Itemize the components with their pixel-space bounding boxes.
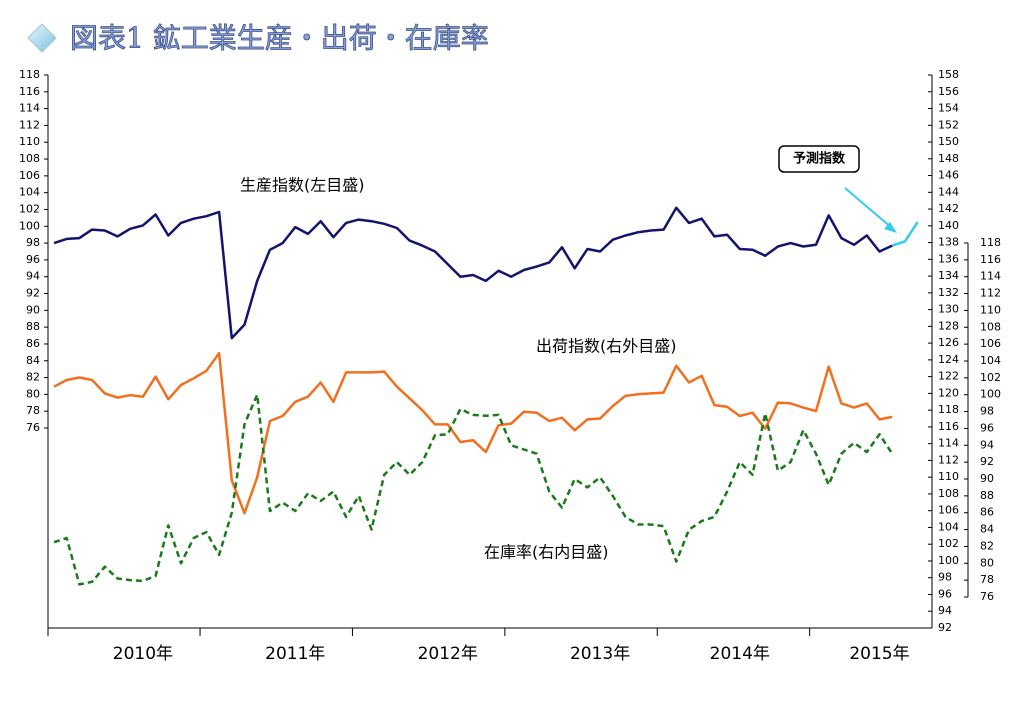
- y2ticks-label: 96: [938, 587, 952, 600]
- yticks-label: 78: [26, 404, 40, 417]
- yticks-label: 110: [19, 135, 40, 148]
- title-icon: [27, 23, 57, 53]
- annotation: 出荷指数(右外目盛): [536, 337, 677, 356]
- y2ticks-label: 98: [938, 571, 952, 584]
- arrow-head: [884, 222, 897, 233]
- y3ticks-label: 82: [980, 539, 994, 552]
- x-tick-label: 2010年: [113, 644, 173, 664]
- arrow: [844, 187, 893, 229]
- y2ticks-label: 116: [938, 420, 959, 433]
- y3ticks-label: 90: [980, 472, 994, 485]
- yticks-label: 116: [19, 85, 40, 98]
- y3ticks-label: 110: [980, 303, 1001, 316]
- yticks-label: 98: [26, 236, 40, 249]
- y2ticks-label: 134: [938, 269, 959, 282]
- yticks-label: 118: [19, 68, 40, 81]
- y2ticks-label: 146: [938, 169, 959, 182]
- annotation: 予測指数: [793, 151, 846, 167]
- y2ticks-label: 154: [938, 102, 959, 115]
- y3ticks-label: 108: [980, 320, 1001, 333]
- y2ticks-label: 120: [938, 386, 959, 399]
- yticks-label: 84: [26, 354, 40, 367]
- y2ticks-label: 114: [938, 437, 959, 450]
- y3ticks-label: 114: [980, 270, 1001, 283]
- y3ticks-label: 92: [980, 455, 994, 468]
- yticks-label: 114: [19, 102, 40, 115]
- y2ticks-label: 122: [938, 370, 959, 383]
- yticks-label: 92: [26, 287, 40, 300]
- yticks-label: 96: [26, 253, 40, 266]
- y2ticks-label: 144: [938, 185, 959, 198]
- y3ticks-label: 102: [980, 371, 1001, 384]
- yticks-label: 100: [19, 219, 40, 232]
- y2ticks-label: 102: [938, 537, 959, 550]
- x-tick-label: 2012年: [418, 644, 478, 664]
- x-tick-label: 2013年: [570, 644, 630, 664]
- series-line: [53, 206, 893, 340]
- y3ticks-label: 98: [980, 405, 994, 418]
- y3ticks-label: 118: [980, 236, 1001, 249]
- yticks-label: 106: [19, 169, 40, 182]
- y2ticks-label: 138: [938, 236, 959, 249]
- y2ticks-label: 108: [938, 487, 959, 500]
- yticks-label: 86: [26, 337, 40, 350]
- y2ticks-label: 148: [938, 152, 959, 165]
- x-tick-label: 2011年: [265, 644, 325, 664]
- y3ticks-label: 86: [980, 506, 994, 519]
- y3ticks-label: 112: [980, 287, 1001, 300]
- y3ticks-label: 76: [980, 590, 994, 603]
- y3ticks-label: 106: [980, 337, 1001, 350]
- yticks-label: 76: [26, 421, 40, 434]
- y3ticks-label: 94: [980, 438, 994, 451]
- y3ticks-label: 84: [980, 523, 994, 536]
- y2ticks-label: 110: [938, 470, 959, 483]
- y3ticks-label: 104: [980, 354, 1001, 367]
- chart-title: 図表1 鉱工業生産・出荷・在庫率: [70, 22, 489, 55]
- y2ticks-label: 106: [938, 504, 959, 517]
- yticks-label: 112: [19, 118, 40, 131]
- y3ticks-label: 88: [980, 489, 994, 502]
- series-line: [53, 351, 893, 515]
- y2ticks-label: 100: [938, 554, 959, 567]
- forecast-box: [778, 145, 860, 173]
- y2ticks-label: 142: [938, 202, 959, 215]
- y2ticks-label: 158: [938, 68, 959, 81]
- y2ticks-label: 156: [938, 85, 959, 98]
- x-tick-label: 2014年: [710, 644, 770, 664]
- yticks-label: 82: [26, 371, 40, 384]
- y2ticks-label: 104: [938, 520, 959, 533]
- y2ticks-label: 132: [938, 286, 959, 299]
- yticks-label: 104: [19, 186, 40, 199]
- y2ticks-label: 130: [938, 303, 959, 316]
- yticks-label: 88: [26, 320, 40, 333]
- y2ticks-label: 124: [938, 353, 959, 366]
- y2ticks-label: 152: [938, 118, 959, 131]
- y3ticks-label: 78: [980, 573, 994, 586]
- yticks-label: 108: [19, 152, 40, 165]
- annotation: 在庫率(右内目盛): [484, 543, 609, 562]
- y2ticks-label: 94: [938, 604, 952, 617]
- y2ticks-label: 126: [938, 336, 959, 349]
- y2ticks-label: 140: [938, 219, 959, 232]
- yticks-label: 102: [19, 202, 40, 215]
- y2ticks-label: 92: [938, 621, 952, 634]
- y3ticks-label: 80: [980, 556, 994, 569]
- series-line: [891, 221, 919, 247]
- annotation: 生産指数(左目盛): [240, 176, 365, 195]
- y2ticks-label: 112: [938, 453, 959, 466]
- y2ticks-label: 128: [938, 319, 959, 332]
- y3ticks-label: 100: [980, 388, 1001, 401]
- y2ticks-label: 118: [938, 403, 959, 416]
- y2ticks-label: 136: [938, 252, 959, 265]
- yticks-label: 80: [26, 387, 40, 400]
- y3ticks-label: 96: [980, 421, 994, 434]
- x-tick-label: 2015年: [849, 644, 909, 664]
- y2ticks-label: 150: [938, 135, 959, 148]
- y3ticks-label: 116: [980, 253, 1001, 266]
- yticks-label: 94: [26, 270, 40, 283]
- series-line: [53, 393, 894, 586]
- yticks-label: 90: [26, 303, 40, 316]
